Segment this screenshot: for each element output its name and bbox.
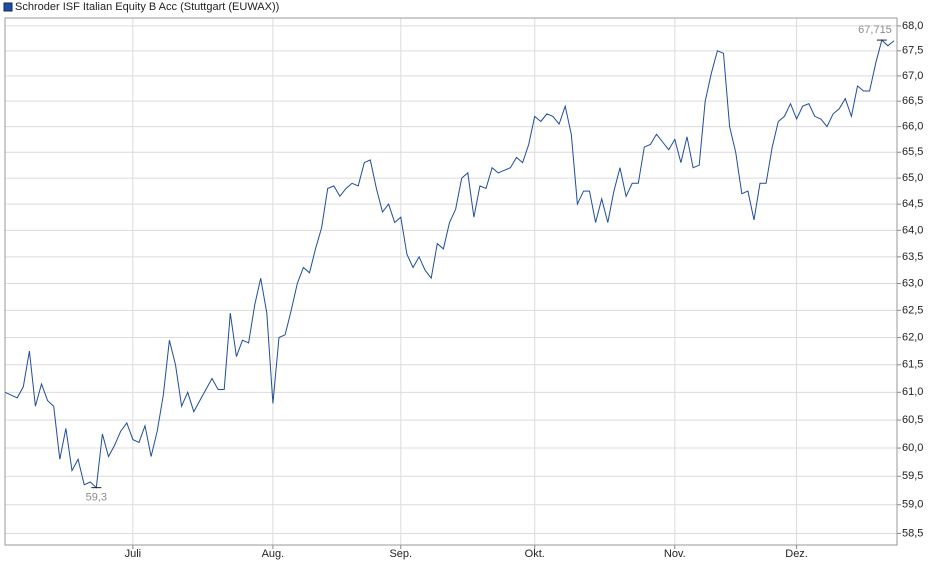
y-tick-label: 64,5 bbox=[902, 198, 923, 210]
x-tick-label: Okt. bbox=[525, 548, 545, 560]
x-tick-label: Sep. bbox=[389, 548, 412, 560]
x-tick-label: Nov. bbox=[664, 548, 686, 560]
y-tick-label: 61,5 bbox=[902, 359, 923, 371]
y-tick-label: 68,0 bbox=[902, 20, 923, 32]
y-tick-label: 59,5 bbox=[902, 470, 923, 482]
y-tick-label: 61,0 bbox=[902, 386, 923, 398]
x-tick-label: Juli bbox=[125, 548, 142, 560]
min-label: 59,3 bbox=[86, 492, 107, 504]
legend-label: Schroder ISF Italian Equity B Acc (Stutt… bbox=[15, 1, 279, 13]
y-tick-label: 58,5 bbox=[902, 527, 923, 539]
y-tick-label: 65,0 bbox=[902, 172, 923, 184]
y-tick-label: 63,5 bbox=[902, 251, 923, 263]
y-tick-label: 67,5 bbox=[902, 45, 923, 57]
price-line bbox=[4, 39, 895, 489]
y-tick-label: 66,5 bbox=[902, 95, 923, 107]
y-tick-label: 65,5 bbox=[902, 146, 923, 158]
max-label: 67,715 bbox=[858, 24, 892, 36]
legend-swatch bbox=[3, 2, 13, 12]
y-tick-label: 63,0 bbox=[902, 277, 923, 289]
y-tick-label: 67,0 bbox=[902, 70, 923, 82]
x-tick-label: Aug. bbox=[262, 548, 285, 560]
y-tick-label: 60,0 bbox=[902, 442, 923, 454]
x-tick-label: Dez. bbox=[785, 548, 808, 560]
y-tick-label: 62,0 bbox=[902, 331, 923, 343]
plot-frame bbox=[4, 17, 898, 546]
y-tick-label: 64,0 bbox=[902, 224, 923, 236]
y-tick-label: 59,0 bbox=[902, 499, 923, 511]
y-tick-label: 62,5 bbox=[902, 304, 923, 316]
y-tick-label: 66,0 bbox=[902, 121, 923, 133]
y-tick-label: 60,5 bbox=[902, 414, 923, 426]
